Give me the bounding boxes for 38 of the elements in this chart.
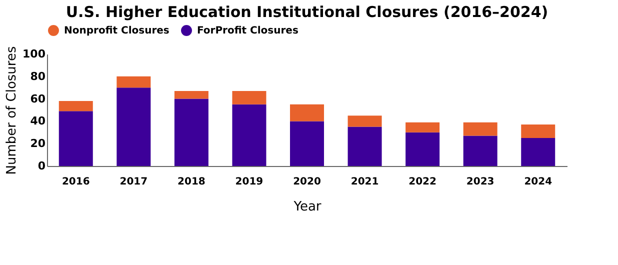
bar — [58, 111, 93, 166]
x-tick-label: 2017 — [120, 176, 148, 188]
bar — [232, 104, 266, 166]
bar — [232, 90, 266, 104]
bar — [406, 132, 440, 166]
x-tick-label: 2019 — [235, 176, 264, 188]
legend-label: ForProfit Closures — [197, 26, 298, 37]
bar — [58, 101, 93, 112]
y-axis-title: Number of Closures — [4, 46, 20, 175]
x-tick-label: 2020 — [293, 176, 321, 188]
bar — [463, 136, 498, 166]
bar — [348, 126, 382, 166]
bar — [290, 104, 324, 122]
legend-label: Nonprofit Closures — [64, 26, 170, 37]
bar — [174, 98, 208, 166]
chart-title: U.S. Higher Education Institutional Closures (2016–2024) — [66, 3, 548, 21]
y-tick-label: 40 — [30, 114, 46, 128]
bar — [290, 121, 324, 166]
bar — [174, 90, 208, 99]
bar — [116, 76, 151, 88]
bar — [406, 122, 440, 132]
y-tick-label: 80 — [30, 70, 46, 83]
y-tick-label: 0 — [38, 160, 46, 172]
x-tick-label: 2016 — [62, 176, 90, 188]
bar — [463, 122, 498, 136]
x-tick-label: 2022 — [408, 176, 437, 188]
y-tick-label: 100 — [22, 48, 46, 60]
x-tick-label: 2024 — [524, 176, 552, 188]
bar — [521, 124, 556, 138]
x-tick-label: 2021 — [350, 176, 379, 188]
y-tick-label: 20 — [30, 137, 46, 150]
x-tick-label: 2023 — [466, 176, 494, 188]
x-axis-title: Year — [292, 200, 322, 214]
x-tick-label: 2018 — [178, 176, 206, 188]
bar — [116, 88, 151, 166]
bar — [521, 138, 556, 166]
y-tick-label: 60 — [30, 92, 46, 106]
bar — [348, 116, 382, 127]
